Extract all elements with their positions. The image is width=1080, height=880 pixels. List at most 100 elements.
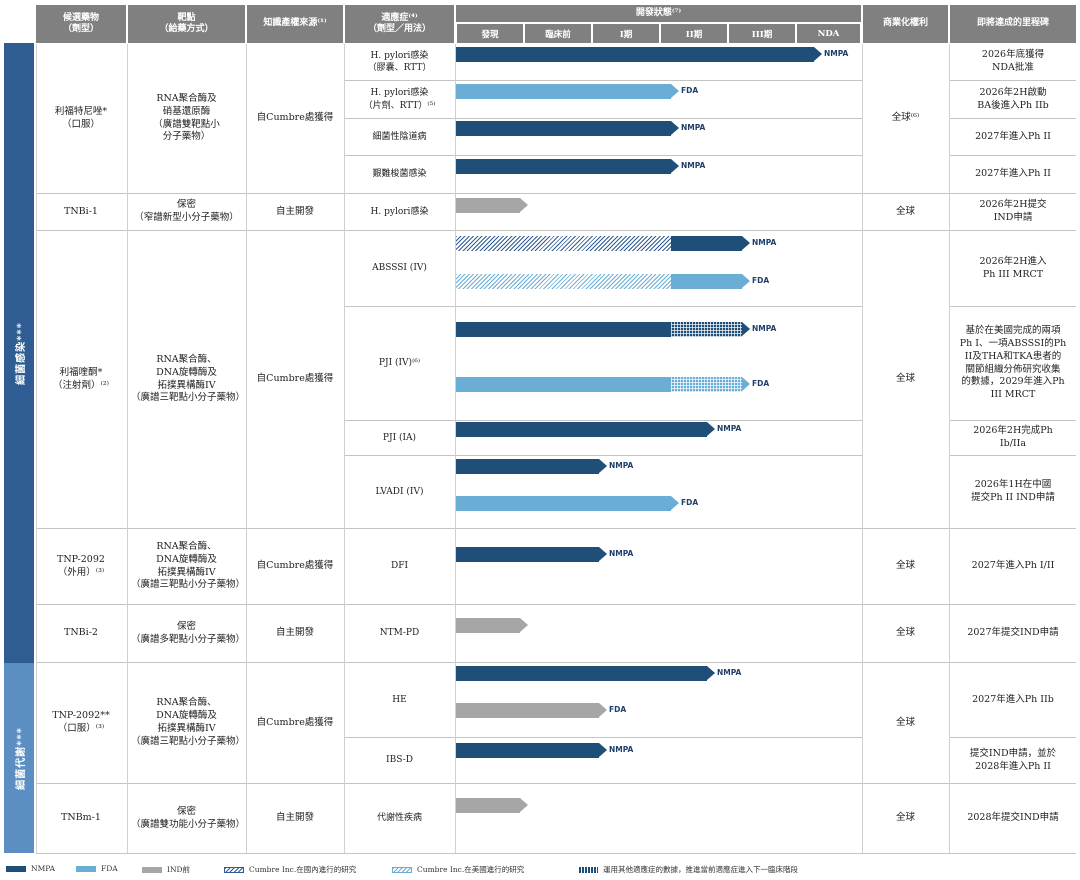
- legend-swatch: [392, 866, 412, 873]
- indication-divider: [345, 455, 862, 456]
- bar-arrow-tip: [599, 703, 607, 717]
- ip-source: 自Cumbre處獲得: [256, 373, 334, 385]
- pipeline-bar: [456, 743, 607, 758]
- bar-label: NMPA: [681, 123, 706, 132]
- milestone-divider: [950, 306, 1076, 307]
- pipeline-bar: [456, 496, 679, 511]
- indication-divider: [345, 853, 862, 854]
- indication-divider: [345, 306, 862, 307]
- milestone: 2026年2H提交 IND申請: [979, 199, 1047, 223]
- legend-swatch: [142, 866, 162, 873]
- bar-arrow-tip: [742, 274, 750, 288]
- ip-source: 自主開發: [275, 205, 314, 217]
- indication-divider: [345, 604, 862, 605]
- bar-arrow-tip: [671, 159, 679, 173]
- ip-source: 自Cumbre處獲得: [256, 560, 334, 572]
- bar-label: NMPA: [609, 461, 634, 470]
- phase-header: I期: [593, 24, 659, 43]
- legend-swatch: [6, 865, 26, 872]
- bar-arrow-tip: [671, 84, 679, 98]
- milestone-divider: [950, 455, 1076, 456]
- indication-divider: [345, 193, 862, 194]
- indication-label: H. pylori感染 （膠囊、RTT）: [367, 50, 432, 73]
- hatch-segment: [456, 274, 671, 289]
- column-divider: [246, 44, 247, 853]
- cross-hatch-segment: [671, 322, 742, 337]
- milestone: 基於在美國完成的兩項 Ph I、一項ABSSSI的Ph II及THA和TKA患者…: [959, 325, 1067, 401]
- milestone: 2026年1H在中國 提交Ph II IND申請: [971, 479, 1055, 503]
- ip-source: 自主開發: [275, 627, 314, 639]
- bar-label: NMPA: [824, 49, 849, 58]
- bar-arrow-tip: [520, 618, 528, 632]
- bar-label: NMPA: [717, 424, 742, 433]
- column-divider: [949, 44, 950, 853]
- milestone-divider: [950, 783, 1076, 784]
- pipeline-bar: [456, 798, 528, 813]
- commercial-rights: 全球⁽⁶⁾: [891, 112, 920, 124]
- indication-label: HE: [392, 694, 407, 705]
- indication-divider: [345, 230, 862, 231]
- bar-label: FDA: [752, 379, 770, 388]
- category-band: 細菌代謝***: [4, 663, 34, 853]
- milestone-divider: [950, 853, 1076, 854]
- commercial-rights: 全球: [895, 627, 915, 639]
- commercial-rights: 全球: [895, 373, 915, 385]
- column-divider: [127, 44, 128, 853]
- indication-divider: [345, 420, 862, 421]
- bar-arrow-tip: [599, 547, 607, 561]
- header-rights: 商業化權利: [863, 5, 948, 43]
- header-indication: 適應症⁽⁴⁾ （劑型／用法）: [345, 5, 454, 43]
- milestone-divider: [950, 528, 1076, 529]
- bar-label: NMPA: [752, 238, 777, 247]
- phase-header: III期: [729, 24, 795, 43]
- indication-label: 細菌性陰道病: [372, 131, 427, 142]
- indication-label: DFI: [390, 561, 408, 572]
- indication-divider: [345, 528, 862, 529]
- bar-arrow-tip: [707, 422, 715, 436]
- legend-label: NMPA: [31, 864, 56, 873]
- pipeline-bar: [456, 377, 750, 392]
- indication-label: PJI (IA): [382, 432, 417, 443]
- commercial-rights: 全球: [895, 560, 915, 572]
- ip-source: 自主開發: [275, 812, 314, 824]
- target-description: RNA聚合酶、 DNA旋轉酶及 拓撲異構酶IV （廣譜三靶點小分子藥物）: [131, 697, 246, 747]
- pipeline-bar: [456, 274, 750, 289]
- pipeline-bar: [456, 666, 715, 681]
- pipeline-bar: [456, 84, 679, 99]
- header-milestone: 即將達成的里程碑: [950, 5, 1076, 43]
- phase-header: 發現: [457, 24, 523, 43]
- candidate-name: TNP-2092 （外用）⁽³⁾: [57, 553, 105, 578]
- pipeline-bar: [456, 322, 750, 337]
- milestone: 2027年進入Ph II: [975, 168, 1051, 180]
- milestone: 2027年進入Ph IIb: [972, 693, 1054, 705]
- bar-arrow-tip: [599, 743, 607, 757]
- pipeline-bar: [456, 618, 528, 633]
- milestone-divider: [950, 80, 1076, 81]
- column-divider: [344, 44, 345, 853]
- indication-label: H. pylori感染 （片劑、RTT）⁽⁵⁾: [363, 88, 436, 111]
- bar-arrow-tip: [707, 666, 715, 680]
- legend-item: Cumbre Inc.在美國進行的研究: [392, 864, 524, 875]
- pipeline-bar: [456, 159, 679, 174]
- legend-item: NMPA: [6, 864, 55, 873]
- candidate-name: TNBm-1: [61, 812, 101, 824]
- category-band-label: 細菌感染***: [15, 321, 27, 385]
- indication-label: PJI (IV)⁽⁶⁾: [378, 358, 421, 369]
- legend-label: 運用其他適應症的數據，推進當前適應症進入下一臨床階段: [603, 865, 798, 874]
- bar-label: FDA: [752, 276, 770, 285]
- phase-header: NDA: [797, 24, 860, 43]
- bar-label: NMPA: [609, 745, 634, 754]
- milestone-divider: [950, 737, 1076, 738]
- phase-header: 臨床前: [525, 24, 591, 43]
- bar-arrow-tip: [671, 121, 679, 135]
- header-ip: 知識產權來源⁽¹⁾: [247, 5, 343, 43]
- header-candidate: 候選藥物 （劑型）: [36, 5, 126, 43]
- bar-label: FDA: [609, 705, 627, 714]
- indication-divider: [345, 155, 862, 156]
- indication-label: H. pylori感染: [370, 206, 429, 217]
- indication-label: IBS-D: [386, 755, 413, 766]
- milestone-divider: [950, 230, 1076, 231]
- cross-hatch-segment: [671, 377, 742, 392]
- target-description: 保密 （窄譜新型小分子藥物）: [134, 199, 239, 223]
- milestone: 提交IND申請，並於 2028年進入Ph II: [969, 747, 1057, 772]
